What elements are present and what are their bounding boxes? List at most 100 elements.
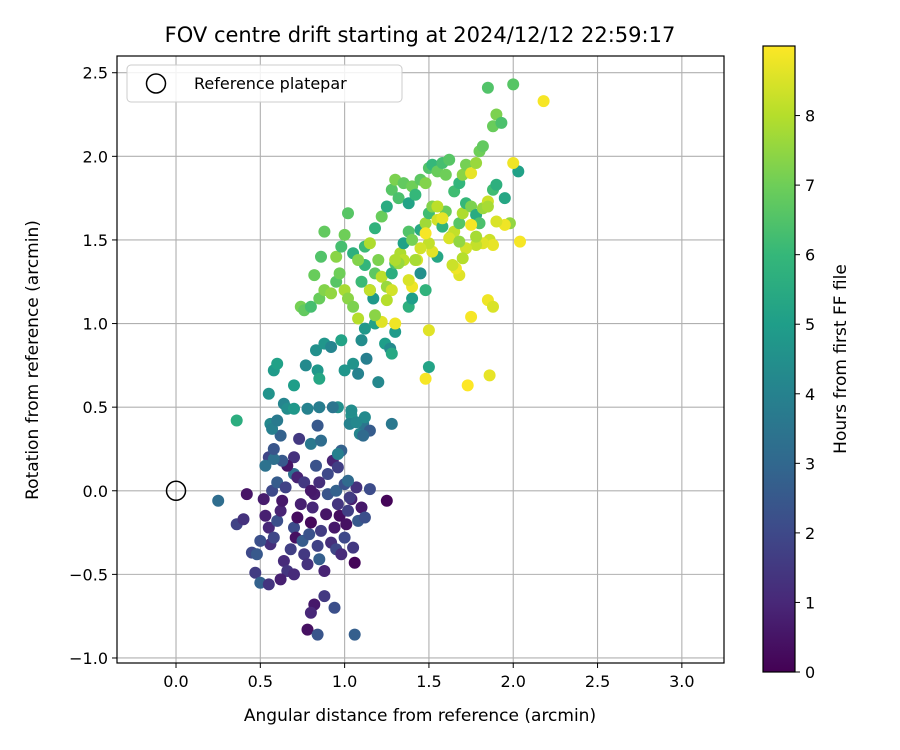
colorbar-tick-label: 2: [805, 524, 815, 543]
data-point: [310, 459, 322, 472]
data-point: [331, 461, 344, 474]
data-point: [304, 437, 317, 450]
data-point: [347, 357, 360, 370]
data-point: [498, 192, 511, 205]
data-point: [298, 548, 311, 561]
data-point: [358, 511, 371, 524]
data-point: [439, 168, 452, 181]
data-point: [453, 217, 466, 230]
data-point: [311, 539, 324, 552]
data-point: [372, 254, 385, 266]
data-point: [443, 153, 456, 166]
x-tick-label: 1.5: [416, 672, 441, 691]
data-point: [537, 95, 550, 108]
data-point: [487, 239, 499, 251]
x-tick-label: 2.0: [501, 672, 526, 691]
data-point: [380, 294, 393, 307]
data-point: [237, 513, 250, 526]
data-point: [262, 387, 275, 400]
data-point: [325, 341, 338, 353]
data-point: [363, 483, 376, 496]
data-point: [348, 628, 361, 641]
data-point: [313, 553, 326, 566]
data-point: [274, 504, 287, 517]
data-point: [262, 578, 275, 591]
legend: Reference platepar: [126, 64, 403, 103]
data-point: [481, 200, 494, 213]
data-point: [406, 233, 419, 246]
data-points: [165, 78, 550, 641]
data-point: [419, 284, 432, 297]
x-tick-label: 0.5: [248, 672, 273, 691]
data-point: [385, 183, 398, 196]
data-point: [402, 274, 415, 287]
data-point: [352, 254, 365, 266]
y-tick-label: 0.0: [83, 482, 108, 501]
data-point: [274, 429, 287, 442]
data-point: [274, 573, 287, 586]
data-point: [212, 494, 225, 507]
x-tick-label: 2.5: [585, 672, 610, 691]
data-point: [392, 192, 405, 205]
data-point: [369, 309, 381, 322]
legend-marker-reference: [145, 73, 167, 94]
data-point: [288, 379, 300, 392]
data-point: [456, 207, 469, 220]
data-point: [301, 402, 314, 415]
data-point: [389, 317, 402, 330]
data-point: [490, 215, 503, 228]
data-point: [380, 200, 393, 213]
y-tick-label: 1.5: [83, 231, 108, 250]
colorbar-tick-label: 8: [805, 107, 815, 126]
y-tick-label: 0.5: [83, 398, 108, 417]
data-point: [267, 453, 280, 465]
data-point: [335, 334, 348, 347]
data-point: [277, 555, 290, 567]
data-point: [335, 548, 348, 561]
data-point: [271, 357, 284, 370]
data-point: [288, 521, 300, 534]
data-point: [313, 401, 326, 414]
data-point: [250, 548, 263, 561]
data-point: [311, 419, 324, 432]
y-tick-label: −0.5: [69, 565, 108, 584]
data-point: [348, 556, 361, 569]
data-point: [363, 284, 376, 297]
data-point: [419, 227, 432, 240]
data-point: [259, 459, 272, 472]
data-point: [308, 269, 321, 282]
data-point: [304, 300, 317, 313]
data-point: [328, 601, 341, 614]
data-point: [291, 511, 304, 524]
data-point: [279, 481, 292, 494]
data-point: [422, 324, 435, 337]
data-point: [313, 476, 326, 489]
data-point: [465, 167, 478, 180]
data-point: [338, 228, 351, 241]
data-point: [267, 531, 280, 544]
data-point: [358, 322, 371, 335]
data-point: [414, 267, 427, 280]
y-axis-label: Rotation from reference (arcmin): [23, 220, 43, 500]
data-point: [409, 188, 422, 201]
colorbar-gradient: [762, 45, 796, 673]
data-point: [406, 292, 419, 305]
data-point: [409, 254, 422, 266]
data-point: [301, 623, 314, 636]
data-point: [320, 508, 333, 521]
data-point: [249, 566, 262, 579]
data-point: [230, 414, 243, 427]
data-point: [304, 516, 317, 529]
data-point: [465, 310, 478, 323]
data-point: [331, 498, 344, 511]
data-point: [267, 443, 280, 455]
data-point: [311, 628, 324, 641]
data-point: [414, 242, 427, 255]
data-point: [288, 568, 300, 581]
data-point: [352, 367, 365, 380]
data-point: [304, 606, 317, 619]
data-point: [299, 359, 312, 372]
data-point: [294, 498, 307, 511]
x-tick-label: 0.0: [163, 672, 188, 691]
data-point: [306, 501, 319, 514]
